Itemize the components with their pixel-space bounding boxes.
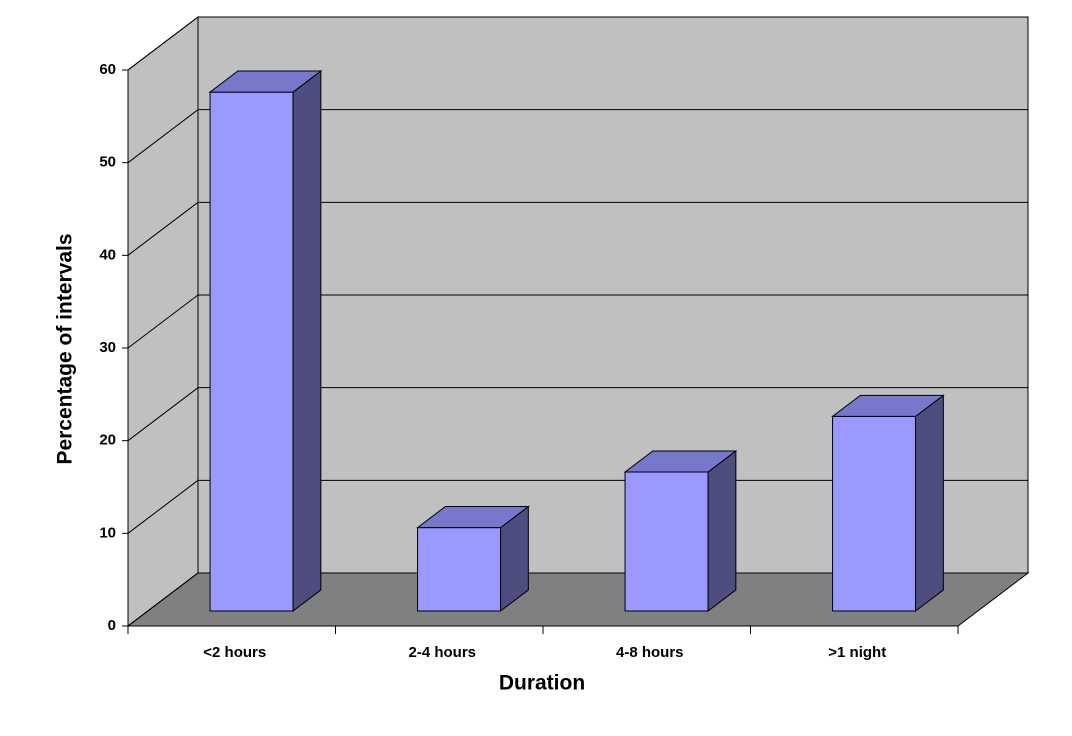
bar-front xyxy=(209,91,294,612)
y-tick-label: 30 xyxy=(99,339,116,356)
y-tick-label: 10 xyxy=(99,524,116,541)
y-tick-label: 60 xyxy=(99,61,116,78)
bar-top xyxy=(831,394,945,417)
bar-side xyxy=(292,70,322,613)
bar-front xyxy=(417,527,502,612)
bar-side xyxy=(707,449,737,613)
y-tick-label: 20 xyxy=(99,432,116,449)
grid-line xyxy=(127,572,199,627)
grid-line xyxy=(127,387,199,442)
x-tick-label: 2-4 hours xyxy=(408,644,476,661)
y-tick-label: 50 xyxy=(99,154,116,171)
bar-side xyxy=(915,394,944,613)
x-tick-label: <2 hours xyxy=(203,644,266,661)
grid-line xyxy=(127,201,199,256)
bars xyxy=(208,70,945,613)
y-axis-title: Percentage of intervals xyxy=(54,233,77,464)
x-tick-label: >1 night xyxy=(828,644,886,661)
x-axis-title: Duration xyxy=(499,672,585,695)
grid-line xyxy=(127,16,199,71)
bar-front xyxy=(624,471,709,612)
grid-line xyxy=(127,109,199,164)
bar-front xyxy=(832,415,917,612)
grid-line xyxy=(127,294,199,349)
x-tick-label: 4-8 hours xyxy=(616,644,684,661)
grid-line xyxy=(127,479,199,534)
y-tick-label: 40 xyxy=(99,246,116,263)
bar-top xyxy=(416,506,530,529)
bar-top xyxy=(208,70,323,93)
bar-top xyxy=(623,450,738,473)
y-tick-label: 0 xyxy=(108,617,116,634)
